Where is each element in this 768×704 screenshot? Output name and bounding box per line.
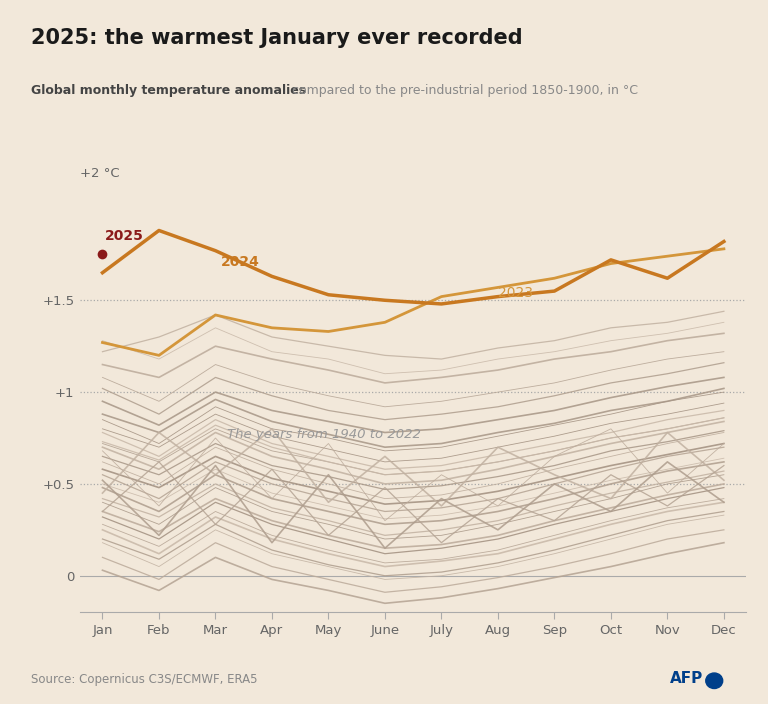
Text: compared to the pre-industrial period 1850-1900, in °C: compared to the pre-industrial period 18…: [288, 84, 638, 97]
Text: 2025: the warmest January ever recorded: 2025: the warmest January ever recorded: [31, 28, 522, 48]
Text: 2025: 2025: [105, 230, 144, 244]
Text: AFP: AFP: [670, 672, 703, 686]
Text: 2024: 2024: [221, 255, 260, 269]
Text: The years from 1940 to 2022: The years from 1940 to 2022: [227, 428, 421, 441]
Text: Global monthly temperature anomalies: Global monthly temperature anomalies: [31, 84, 306, 97]
Text: Source: Copernicus C3S/ECMWF, ERA5: Source: Copernicus C3S/ECMWF, ERA5: [31, 674, 257, 686]
Text: 2023: 2023: [498, 286, 533, 300]
Text: +2 °C: +2 °C: [80, 167, 120, 180]
